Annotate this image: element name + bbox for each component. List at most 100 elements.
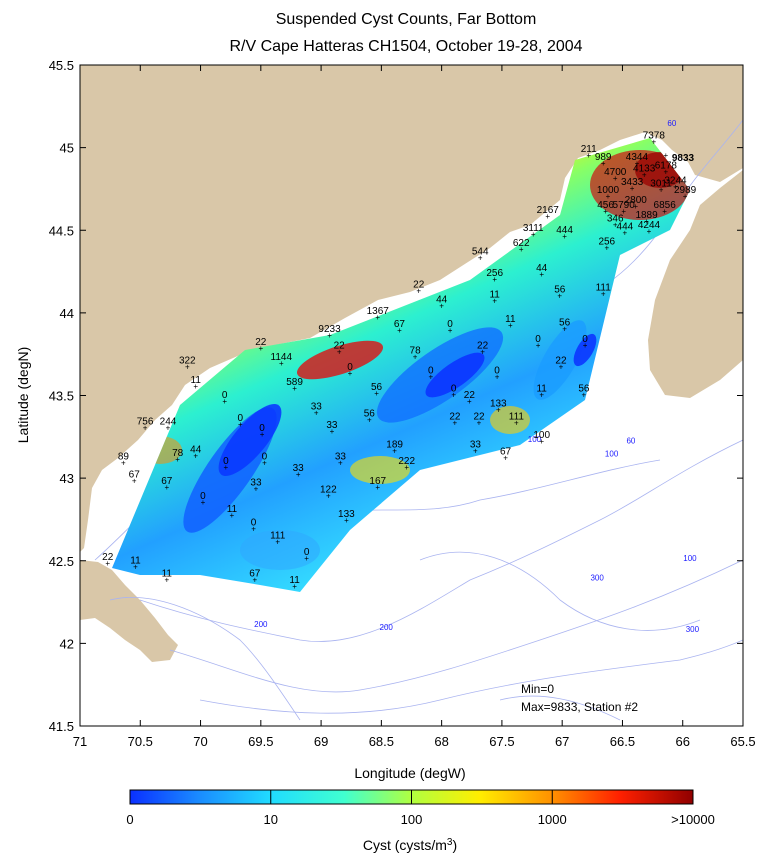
station-value-label: 1367: [367, 306, 390, 317]
station-value-label: 256: [486, 268, 503, 279]
station-value-label: 244: [160, 417, 177, 428]
station-marker: +: [296, 470, 301, 479]
colorbar-ticks: 0 10 100 1000 >10000: [126, 790, 715, 827]
station-marker: +: [275, 538, 280, 547]
station-marker: +: [164, 576, 169, 585]
station-value-label: 33: [250, 478, 262, 489]
station-marker: +: [238, 420, 243, 429]
station-value-label: 22: [334, 341, 346, 352]
station-marker: +: [428, 372, 433, 381]
x-tick-label: 69: [314, 734, 328, 749]
station-value-label: 0: [451, 384, 457, 395]
station-marker: +: [642, 171, 647, 180]
station-marker: +: [635, 159, 640, 168]
y-tick-label: 43.5: [49, 389, 74, 404]
station-marker: +: [662, 207, 667, 216]
y-tick-label: 44.5: [49, 223, 74, 238]
colorbar-tick-label: 1000: [538, 812, 567, 827]
station-marker: +: [367, 415, 372, 424]
station-marker: +: [659, 186, 664, 195]
station-marker: +: [451, 391, 456, 400]
station-value-label: 78: [410, 345, 422, 356]
station-value-label: 6178: [655, 160, 678, 171]
station-value-label: 11: [536, 384, 547, 395]
x-tick-label: 66.5: [610, 734, 635, 749]
x-tick-label: 68: [434, 734, 448, 749]
station-marker: +: [562, 232, 567, 241]
y-tick-label: 45.5: [49, 58, 74, 73]
station-value-label: 22: [449, 412, 461, 423]
station-marker: +: [251, 524, 256, 533]
station-marker: +: [416, 286, 421, 295]
x-tick-label: 70: [193, 734, 207, 749]
station-value-label: 5790: [613, 200, 636, 211]
contour-depth-label: 100: [528, 435, 542, 444]
station-value-label: 67: [394, 319, 406, 330]
station-value-label: 0: [347, 362, 353, 373]
station-value-label: 444: [617, 222, 634, 233]
colorbar-tick-label: 100: [401, 812, 423, 827]
station-marker: +: [292, 582, 297, 591]
station-value-label: 11: [227, 504, 238, 515]
station-value-label: 11: [191, 375, 202, 386]
station-marker: +: [374, 389, 379, 398]
station-value-label: 22: [555, 355, 567, 366]
station-marker: +: [492, 275, 497, 284]
x-axis-ticks: 71 70.5 70 69.5 69 68.5 68 67.5 67 66.5 66 65.5: [73, 65, 756, 749]
station-value-label: 33: [335, 451, 347, 462]
station-value-label: 44: [190, 445, 202, 456]
station-value-label: 167: [369, 476, 386, 487]
station-marker: +: [404, 463, 409, 472]
station-value-label: 133: [490, 398, 507, 409]
station-marker: +: [664, 151, 669, 160]
station-value-label: 346: [607, 213, 624, 224]
station-value-label: 456: [597, 200, 614, 211]
station-marker: +: [603, 207, 608, 216]
station-marker: +: [262, 458, 267, 467]
station-marker: +: [392, 447, 397, 456]
contour-depth-label: 300: [686, 625, 700, 634]
station-value-label: 0: [535, 334, 541, 345]
station-value-label: 211: [581, 144, 597, 155]
colorbar-label: Cyst (cysts/m3): [363, 837, 457, 854]
station-value-label: 11: [130, 555, 141, 566]
station-value-label: 22: [477, 341, 489, 352]
station-value-label: 44: [436, 294, 448, 305]
x-tick-label: 69.5: [248, 734, 273, 749]
station-marker: +: [344, 516, 349, 525]
contour-depth-label: 300: [590, 574, 604, 583]
max-text: Max=9833, Station #2: [521, 700, 638, 714]
y-tick-label: 42.5: [49, 554, 74, 569]
station-value-label: 989: [595, 152, 612, 163]
station-value-label: 0: [222, 390, 228, 401]
colorbar-tick-label: 0: [126, 812, 133, 827]
station-value-label: 1144: [271, 352, 293, 363]
station-marker: +: [503, 453, 508, 462]
station-marker: +: [519, 245, 524, 254]
station-marker: +: [683, 192, 688, 201]
contour-depth-label: 60: [626, 436, 635, 445]
station-marker: +: [495, 372, 500, 381]
station-marker: +: [586, 151, 591, 160]
colorbar: 0 10 100 1000 >10000 Cyst (cysts/m3): [126, 789, 715, 854]
station-value-label: 1889: [635, 210, 658, 221]
station-marker: +: [375, 483, 380, 492]
station-value-label: 11: [489, 289, 500, 300]
station-value-label: 2989: [674, 185, 697, 196]
station-marker: +: [651, 138, 656, 147]
station-marker: +: [478, 253, 483, 262]
station-marker: +: [559, 362, 564, 371]
station-max-label: 9833: [672, 153, 695, 164]
station-marker: +: [260, 430, 265, 439]
station-marker: +: [314, 409, 319, 418]
station-marker: +: [201, 498, 206, 507]
station-value-label: 7378: [643, 131, 666, 142]
station-value-label: 111: [270, 531, 286, 542]
station-marker: +: [413, 352, 418, 361]
station-marker: +: [166, 424, 171, 433]
station-value-label: 33: [326, 420, 338, 431]
station-marker: +: [562, 324, 567, 333]
station-value-label: 22: [464, 390, 476, 401]
